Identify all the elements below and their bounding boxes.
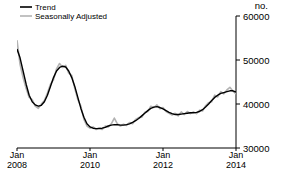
x-axis: [17, 148, 236, 149]
y-tick-label: 50000: [243, 55, 269, 66]
x-tick-label: Jan2014: [226, 150, 246, 170]
x-tick-label: Jan2008: [7, 150, 27, 170]
legend-swatch: [20, 15, 32, 17]
y-tick: [236, 16, 240, 17]
series-line: [17, 49, 236, 129]
y-tick-label: 30000: [243, 143, 269, 154]
x-tick-label: Jan2010: [80, 150, 100, 170]
y-axis: [236, 16, 237, 148]
y-tick: [236, 60, 240, 61]
chart: 30000 40000 50000 60000no. Jan2008 Jan2010 Jan…: [0, 0, 283, 170]
y-tick: [236, 104, 240, 105]
series-line: [17, 40, 236, 129]
y-tick-label: 40000: [243, 99, 269, 110]
y-axis-label: no.: [255, 0, 268, 11]
x-tick-label: Jan2012: [153, 150, 173, 170]
y-tick-label: 60000: [243, 11, 269, 22]
legend-label: Seasonally Adjusted: [35, 12, 107, 21]
legend-label: Trend: [35, 3, 56, 12]
y-tick: [236, 148, 240, 149]
legend-swatch: [20, 6, 32, 8]
plot-area: [17, 40, 236, 129]
